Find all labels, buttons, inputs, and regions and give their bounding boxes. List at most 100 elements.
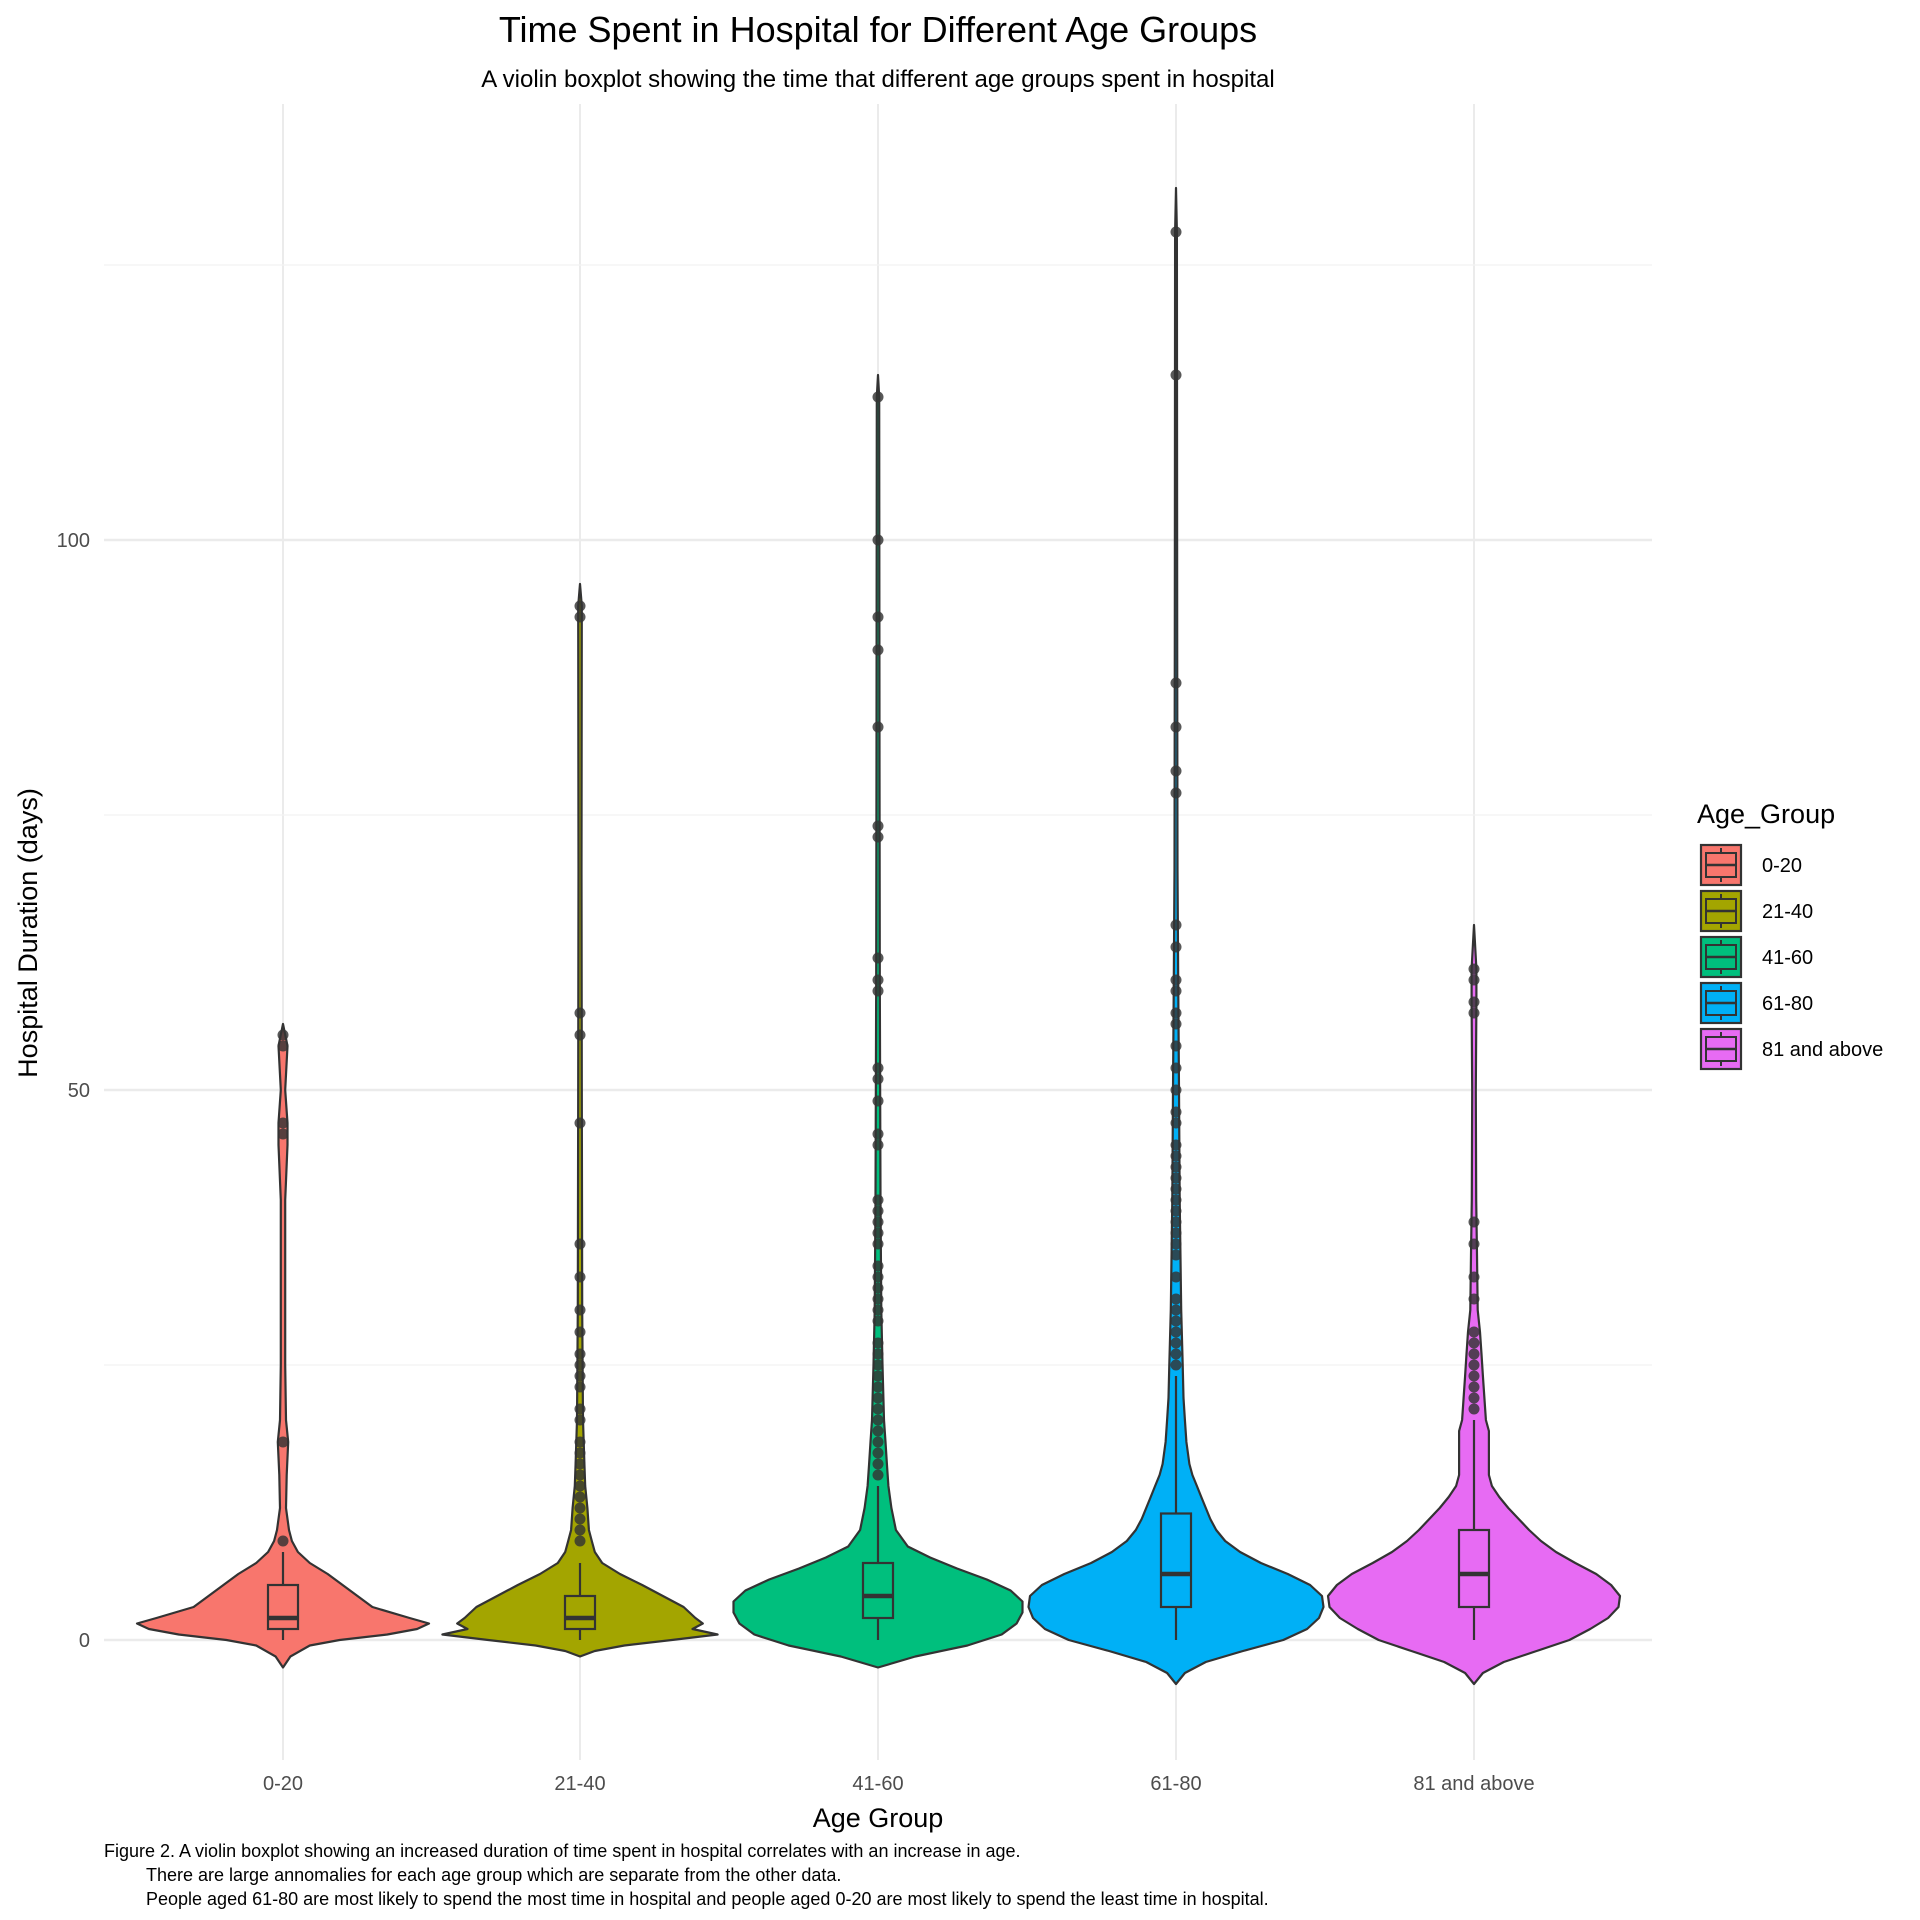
outlier-point: [277, 1029, 289, 1041]
outlier-point: [1170, 677, 1182, 689]
y-tick-label: 0: [79, 1630, 90, 1652]
outlier-point: [1170, 1304, 1182, 1316]
outlier-point: [872, 1293, 884, 1305]
outlier-point: [1170, 1227, 1182, 1239]
outlier-point: [1170, 1326, 1182, 1338]
outlier-point: [872, 1095, 884, 1107]
outlier-point: [574, 1502, 586, 1514]
outlier-point: [872, 1304, 884, 1316]
outlier-point: [872, 1359, 884, 1371]
outlier-point: [1468, 996, 1480, 1008]
outlier-point: [574, 1238, 586, 1250]
outlier-point: [1468, 1359, 1480, 1371]
outlier-point: [1468, 1370, 1480, 1382]
legend-item: 81 and above: [1699, 1027, 1883, 1071]
outlier-point: [1170, 1062, 1182, 1074]
outlier-point: [872, 1337, 884, 1349]
outlier-point: [872, 721, 884, 733]
outlier-point: [1170, 1359, 1182, 1371]
outlier-point: [574, 1348, 586, 1360]
outlier-point: [574, 1458, 586, 1470]
caption-line-1: Figure 2. A violin boxplot showing an in…: [104, 1841, 1021, 1861]
outlier-point: [1468, 1348, 1480, 1360]
caption-line-3: People aged 61-80 are most likely to spe…: [146, 1889, 1269, 1909]
outlier-point: [574, 611, 586, 623]
outlier-point: [872, 391, 884, 403]
outlier-point: [574, 1359, 586, 1371]
boxplots: [266, 1376, 1491, 1640]
outlier-point: [1170, 1216, 1182, 1228]
outlier-point: [872, 534, 884, 546]
outlier-point: [872, 952, 884, 964]
outlier-point: [1170, 1238, 1182, 1250]
x-tick-label: 21-40: [554, 1773, 605, 1795]
boxplot-2: [563, 1563, 597, 1640]
outlier-point: [872, 1436, 884, 1448]
box: [563, 1594, 597, 1631]
outlier-point: [872, 1469, 884, 1481]
violin-4: [1027, 186, 1325, 1686]
outlier-point: [872, 820, 884, 832]
outlier-point: [1468, 1216, 1480, 1228]
outlier-point: [1468, 1293, 1480, 1305]
outlier-point: [574, 1029, 586, 1041]
outlier-point: [1170, 1084, 1182, 1096]
outlier-point: [1170, 1315, 1182, 1327]
outlier-point: [574, 1304, 586, 1316]
outlier-point: [872, 1238, 884, 1250]
outlier-point: [1468, 1337, 1480, 1349]
outlier-point: [574, 1480, 586, 1492]
legend-label: 81 and above: [1762, 1039, 1883, 1061]
box: [1159, 1512, 1193, 1609]
outlier-point: [872, 1271, 884, 1283]
outlier-point: [1170, 1018, 1182, 1030]
outlier-point: [277, 1436, 289, 1448]
outlier-points: [277, 226, 1480, 1547]
outlier-point: [1170, 1117, 1182, 1129]
outlier-point: [1170, 941, 1182, 953]
outlier-point: [1170, 1106, 1182, 1118]
box: [266, 1583, 300, 1631]
outlier-point: [872, 1282, 884, 1294]
outlier-point: [1468, 1007, 1480, 1019]
outlier-point: [1170, 765, 1182, 777]
box: [861, 1561, 895, 1620]
outlier-point: [1170, 1249, 1182, 1261]
chart-subtitle: A violin boxplot showing the time that d…: [481, 66, 1274, 93]
legend-items: 0-20 21-40 41-60 61-80 81 and above: [1699, 843, 1883, 1071]
legend-title: Age_Group: [1697, 799, 1835, 829]
outlier-point: [1170, 721, 1182, 733]
outlier-point: [1170, 1271, 1182, 1283]
outlier-point: [872, 1381, 884, 1393]
legend-item: 0-20: [1699, 843, 1802, 887]
outlier-point: [574, 1436, 586, 1448]
boxplot-4: [1159, 1376, 1193, 1640]
outlier-point: [872, 1139, 884, 1151]
outlier-point: [872, 1403, 884, 1415]
figure-caption: Figure 2. A violin boxplot showing an in…: [104, 1841, 1269, 1909]
outlier-point: [1170, 1205, 1182, 1217]
violin-1: [135, 1022, 431, 1669]
x-axis-title: Age Group: [813, 1803, 944, 1833]
outlier-point: [1170, 1007, 1182, 1019]
outlier-point: [1170, 1139, 1182, 1151]
legend: Age_Group 0-20 21-40 41-60 61-80 81 and abov…: [1697, 799, 1883, 1071]
outlier-point: [872, 1414, 884, 1426]
outlier-point: [1170, 226, 1182, 238]
outlier-point: [872, 1447, 884, 1459]
outlier-point: [1170, 1348, 1182, 1360]
outlier-point: [872, 611, 884, 623]
y-tick-label: 50: [68, 1080, 90, 1102]
outlier-point: [872, 1062, 884, 1074]
outlier-point: [1468, 1271, 1480, 1283]
outlier-point: [277, 1128, 289, 1140]
legend-label: 61-80: [1762, 993, 1813, 1015]
outlier-point: [574, 1414, 586, 1426]
outlier-point: [1170, 1150, 1182, 1162]
outlier-point: [872, 1392, 884, 1404]
outlier-point: [1468, 1326, 1480, 1338]
boxplot-1: [266, 1552, 300, 1640]
outlier-point: [1170, 1172, 1182, 1184]
outlier-point: [1468, 974, 1480, 986]
